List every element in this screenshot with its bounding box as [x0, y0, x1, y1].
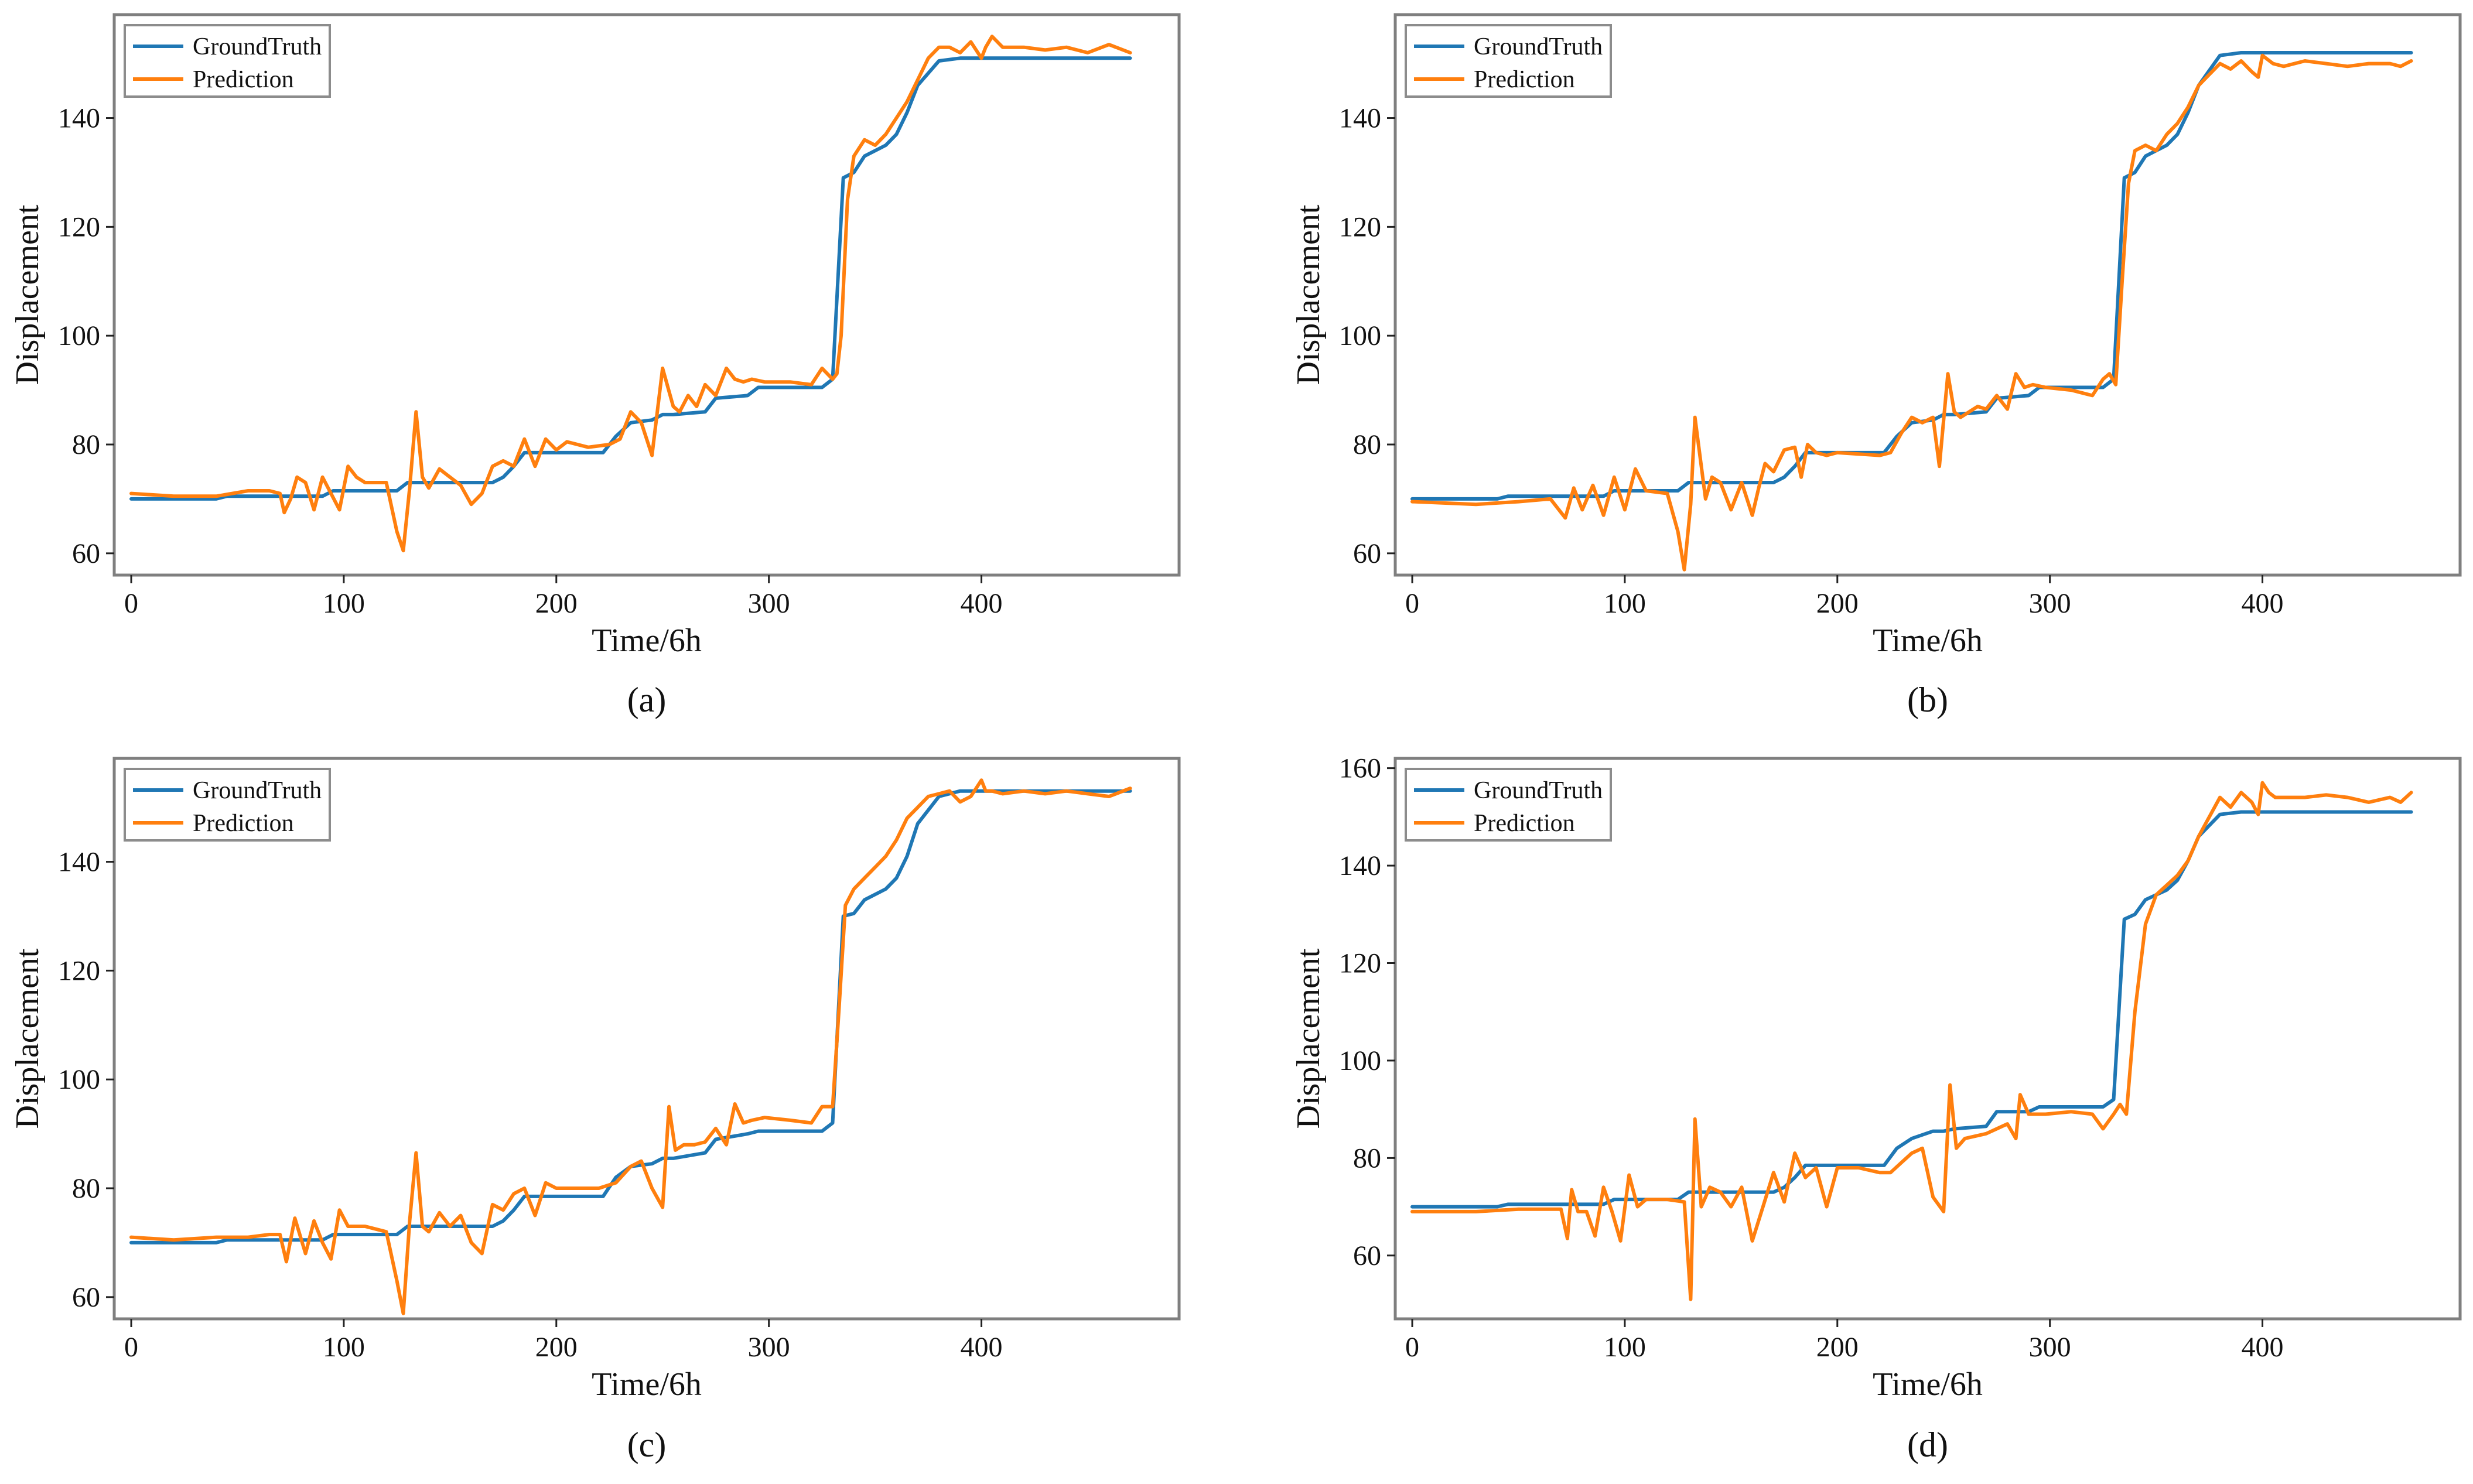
- series-group: [129, 778, 1132, 1315]
- x-tick-label: 300: [2029, 588, 2071, 619]
- y-tick-label: 120: [58, 955, 100, 986]
- series-line-groundtruth: [129, 789, 1132, 1244]
- legend: GroundTruth Prediction: [124, 768, 331, 842]
- panel-c: 0 100 200 300 400 60 80 100 120 140 Time/6h Displac…: [9, 757, 1181, 1464]
- x-tick-label: 0: [124, 588, 138, 619]
- panel-b: 0 100 200 300 400 60 80 100 120 140 Time/6h Displac…: [1290, 13, 2462, 719]
- y-tick-label: 120: [1339, 211, 1381, 242]
- y-axis-label: Displacement: [1290, 948, 1327, 1129]
- series-group: [129, 35, 1132, 553]
- y-tick-label: 100: [1339, 1045, 1381, 1076]
- series-group: [1410, 51, 2413, 572]
- x-axis-label: Time/6h: [592, 1366, 702, 1403]
- x-tick-label: 100: [1604, 1332, 1646, 1363]
- x-tick-label: 0: [1405, 1332, 1419, 1363]
- panel-label: (a): [627, 681, 667, 719]
- y-tick-label: 140: [1339, 103, 1381, 134]
- series-line-prediction: [1410, 781, 2413, 1301]
- legend: GroundTruth Prediction: [1405, 768, 1612, 842]
- x-axis-label: Time/6h: [1873, 1366, 1983, 1403]
- series-line-prediction: [1410, 53, 2413, 572]
- x-tick-label: 300: [748, 588, 790, 619]
- legend-label: GroundTruth: [1474, 777, 1603, 804]
- legend-label: GroundTruth: [193, 33, 322, 60]
- legend: GroundTruth Prediction: [1405, 24, 1612, 98]
- x-tick-label: 100: [323, 1332, 365, 1363]
- y-axis-label: Displacement: [9, 204, 46, 385]
- legend-box: [1405, 24, 1612, 98]
- legend-box: [124, 24, 331, 98]
- x-tick-label: 400: [961, 1332, 1003, 1363]
- plot-frame: [112, 13, 1181, 577]
- x-tick-label: 300: [748, 1332, 790, 1363]
- x-tick-label: 400: [2242, 588, 2284, 619]
- x-tick-label: 400: [961, 588, 1003, 619]
- series-line-prediction: [129, 778, 1132, 1315]
- y-tick-label: 60: [1353, 538, 1381, 569]
- x-tick-label: 100: [323, 588, 365, 619]
- x-tick-label: 200: [1816, 1332, 1859, 1363]
- y-tick-label: 140: [58, 847, 100, 878]
- legend-label: Prediction: [193, 66, 294, 93]
- x-tick-label: 0: [1405, 588, 1419, 619]
- y-tick-label: 100: [1339, 320, 1381, 351]
- panel-label: (c): [627, 1425, 667, 1464]
- y-axis-label: Displacement: [9, 948, 46, 1129]
- x-tick-label: 300: [2029, 1332, 2071, 1363]
- y-tick-label: 60: [72, 538, 100, 569]
- x-tick-label: 0: [124, 1332, 138, 1363]
- legend-box: [1405, 768, 1612, 842]
- y-tick-label: 80: [1353, 429, 1381, 460]
- panel-d: 0 100 200 300 400 60 80 100 120 140 160 Time/6h Disp…: [1290, 753, 2462, 1464]
- legend-label: Prediction: [1474, 810, 1575, 837]
- y-tick-label: 160: [1339, 753, 1381, 784]
- series-line-groundtruth: [129, 56, 1132, 501]
- y-axis-label: Displacement: [1290, 204, 1327, 385]
- y-tick-label: 60: [1353, 1240, 1381, 1271]
- y-tick-label: 80: [72, 1173, 100, 1204]
- x-tick-label: 200: [535, 1332, 578, 1363]
- y-tick-label: 120: [1339, 948, 1381, 979]
- y-tick-label: 140: [58, 103, 100, 134]
- series-line-prediction: [129, 35, 1132, 553]
- x-tick-label: 200: [1816, 588, 1859, 619]
- legend-box: [124, 768, 331, 842]
- panel-label: (d): [1907, 1425, 1948, 1464]
- plot-frame: [1393, 757, 2462, 1321]
- y-tick-label: 100: [58, 320, 100, 351]
- x-tick-label: 100: [1604, 588, 1646, 619]
- y-tick-label: 80: [72, 429, 100, 460]
- y-tick-label: 100: [58, 1064, 100, 1095]
- x-axis-label: Time/6h: [592, 623, 702, 659]
- legend-label: Prediction: [1474, 66, 1575, 93]
- panel-label: (b): [1907, 681, 1948, 719]
- y-tick-label: 140: [1339, 850, 1381, 881]
- x-tick-label: 200: [535, 588, 578, 619]
- legend-label: Prediction: [193, 810, 294, 837]
- legend-label: GroundTruth: [1474, 33, 1603, 60]
- y-tick-label: 60: [72, 1282, 100, 1313]
- x-tick-label: 400: [2242, 1332, 2284, 1363]
- legend: GroundTruth Prediction: [124, 24, 331, 98]
- plot-frame: [1393, 13, 2462, 577]
- x-axis-label: Time/6h: [1873, 623, 1983, 659]
- legend-label: GroundTruth: [193, 777, 322, 804]
- panel-a: 0 100 200 300 400 60 80 100 120 140 Time/6h Displac…: [9, 13, 1181, 719]
- y-tick-label: 80: [1353, 1143, 1381, 1174]
- series-group: [1410, 781, 2413, 1301]
- y-tick-label: 120: [58, 211, 100, 242]
